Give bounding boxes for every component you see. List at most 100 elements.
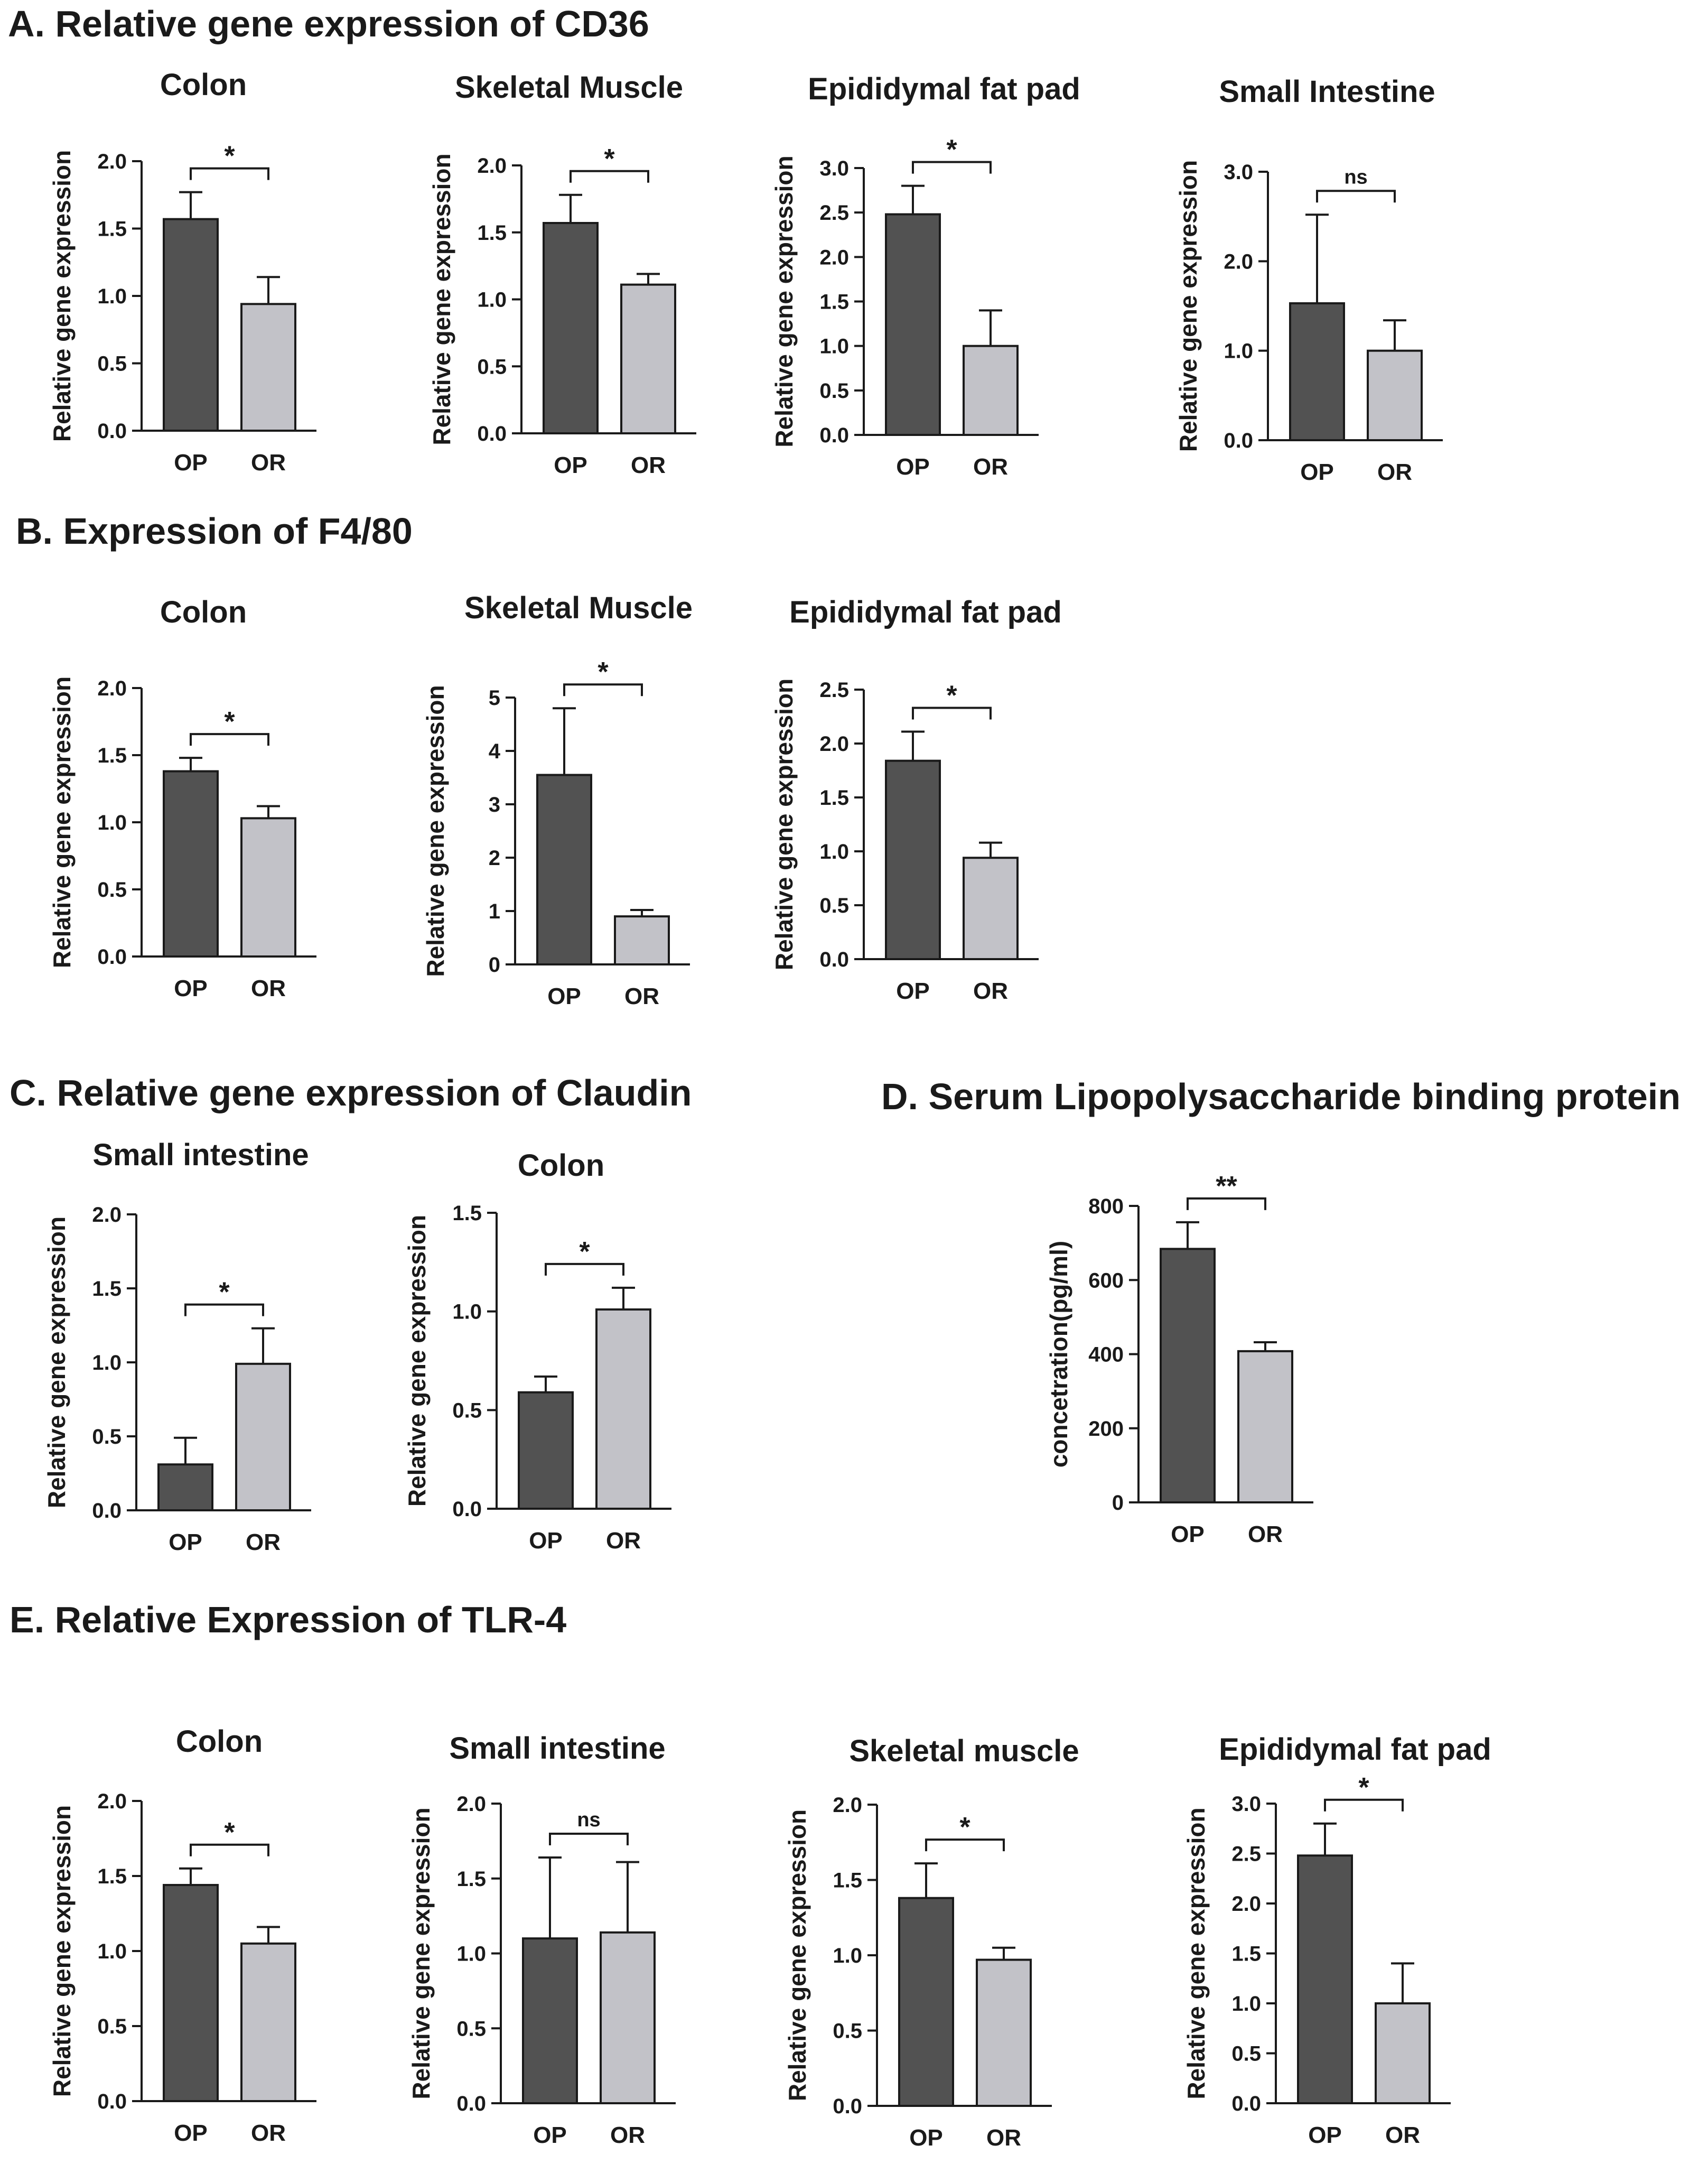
bar-op — [885, 759, 941, 960]
significance-bracket — [190, 1843, 269, 1856]
x-tick-label: OR — [986, 2125, 1021, 2151]
chart-title: Colon — [160, 68, 247, 102]
bar-or — [240, 1942, 296, 2103]
significance-bracket — [549, 1833, 629, 1846]
x-tick-label: OR — [246, 1529, 281, 1555]
x-tick-label: OR — [251, 976, 286, 1001]
chart-panel-0: Colon 0.0 0.5 1.0 1.5 2.0 Relative gene expres… — [48, 68, 316, 476]
chart-title: Skeletal muscle — [849, 1734, 1079, 1768]
bar-op — [163, 218, 219, 432]
section-title-a: A. Relative gene expression of CD36 — [8, 3, 649, 44]
y-tick-label: 0.0 — [452, 1498, 482, 1521]
y-tick-label: 2.0 — [456, 1793, 486, 1816]
y-tick-label: 0.5 — [97, 352, 127, 376]
y-axis-label: Relative gene expression — [770, 155, 798, 447]
y-tick-label: 1.5 — [819, 291, 849, 314]
significance-label: * — [579, 1237, 590, 1267]
chart-title: Epididymal fat pad — [808, 72, 1080, 106]
significance-bracket — [570, 170, 649, 183]
y-tick-label: 1.5 — [456, 1868, 486, 1891]
bar-op — [1160, 1248, 1216, 1503]
y-tick-label: 0.5 — [97, 878, 127, 902]
significance-bracket — [190, 733, 269, 746]
bar-op — [536, 774, 592, 965]
y-tick-label: 0 — [1112, 1491, 1124, 1515]
significance-label: * — [946, 681, 957, 711]
chart-panel-9: 0 200 400 600 800 concetration(pg/ml) OP OR ** — [1045, 1171, 1313, 1547]
x-tick-label: OP — [533, 2122, 567, 2148]
y-tick-label: 1.5 — [452, 1202, 482, 1225]
y-tick-label: 0.5 — [833, 2020, 862, 2043]
x-tick-label: OP — [529, 1528, 563, 1554]
y-axis-label: Relative gene expression — [407, 1807, 435, 2099]
y-tick-label: 1.0 — [819, 335, 849, 358]
significance-label: * — [224, 141, 235, 172]
x-tick-label: OP — [174, 450, 208, 476]
significance-bracket — [1187, 1197, 1266, 1210]
x-tick-label: OP — [909, 2125, 943, 2151]
y-tick-label: 1.0 — [477, 289, 507, 312]
x-tick-label: OP — [1171, 1521, 1205, 1547]
y-tick-label: 1.0 — [97, 811, 127, 834]
y-axis-label: Relative gene expression — [403, 1215, 431, 1507]
y-axis-label: Relative gene expression — [428, 153, 455, 445]
section-title-d: D. Serum Lipopolysaccharide binding prot… — [881, 1076, 1681, 1117]
chart-panel-12: Skeletal muscle 0.0 0.5 1.0 1.5 2.0 Relative g… — [783, 1734, 1079, 2151]
y-tick-label: 800 — [1088, 1195, 1124, 1218]
y-tick-label: 3.0 — [1231, 1793, 1261, 1816]
x-tick-label: OR — [251, 450, 286, 476]
y-tick-label: 1.0 — [1224, 340, 1253, 363]
significance-bracket — [912, 161, 992, 174]
chart-title: Epididymal fat pad — [1219, 1732, 1491, 1767]
bar-or — [235, 1362, 291, 1512]
section-title-c: C. Relative gene expression of Claudin — [10, 1072, 692, 1113]
x-tick-label: OP — [1308, 2122, 1342, 2148]
y-tick-label: 0.5 — [452, 1399, 482, 1422]
significance-label: * — [604, 144, 615, 174]
y-tick-label: 0.0 — [477, 422, 507, 445]
y-tick-label: 2.0 — [97, 150, 127, 173]
chart-title: Colon — [160, 595, 247, 629]
y-tick-label: 1.5 — [97, 744, 127, 767]
y-tick-label: 2.5 — [819, 201, 849, 225]
significance-label: * — [946, 135, 957, 165]
y-axis-label: Relative gene expression — [783, 1809, 811, 2101]
y-tick-label: 2.0 — [819, 246, 849, 269]
y-tick-label: 2.0 — [97, 1790, 127, 1813]
y-tick-label: 1.0 — [97, 285, 127, 308]
y-tick-label: 400 — [1088, 1343, 1124, 1367]
y-tick-label: 0.5 — [819, 379, 849, 403]
y-tick-label: 0.0 — [97, 2090, 127, 2113]
significance-bracket — [1324, 1798, 1404, 1812]
y-tick-label: 2.0 — [92, 1203, 122, 1227]
bar-or — [600, 1931, 656, 2105]
x-tick-label: OP — [554, 452, 587, 478]
y-tick-label: 1.5 — [97, 1865, 127, 1888]
y-tick-label: 1.0 — [452, 1301, 482, 1324]
y-tick-label: 0.5 — [456, 2017, 486, 2040]
y-tick-label: 1.5 — [833, 1869, 862, 1892]
bar-or — [614, 915, 670, 965]
significance-label: * — [1358, 1772, 1369, 1803]
y-tick-label: 2.0 — [833, 1794, 862, 1817]
y-tick-label: 0.5 — [1231, 2042, 1261, 2066]
bar-op — [163, 770, 219, 958]
y-tick-label: 1.5 — [477, 221, 507, 245]
section-title-b: B. Expression of F4/80 — [16, 510, 413, 552]
y-tick-label: 2.0 — [97, 677, 127, 700]
y-tick-label: 0.0 — [97, 420, 127, 443]
significance-label: * — [219, 1277, 230, 1308]
significance-label: * — [224, 707, 235, 737]
y-tick-label: 0.5 — [97, 2015, 127, 2038]
y-tick-label: 0.0 — [92, 1499, 122, 1522]
y-tick-label: 1.5 — [92, 1277, 122, 1301]
y-tick-label: 1.5 — [1231, 1943, 1261, 1966]
y-tick-label: 1.0 — [97, 1940, 127, 1963]
y-tick-label: 600 — [1088, 1269, 1124, 1292]
bar-or — [963, 345, 1019, 436]
bar-op — [898, 1897, 954, 2107]
chart-title: Epididymal fat pad — [789, 595, 1062, 629]
bar-op — [163, 1884, 219, 2103]
y-tick-label: 0.0 — [833, 2095, 862, 2118]
